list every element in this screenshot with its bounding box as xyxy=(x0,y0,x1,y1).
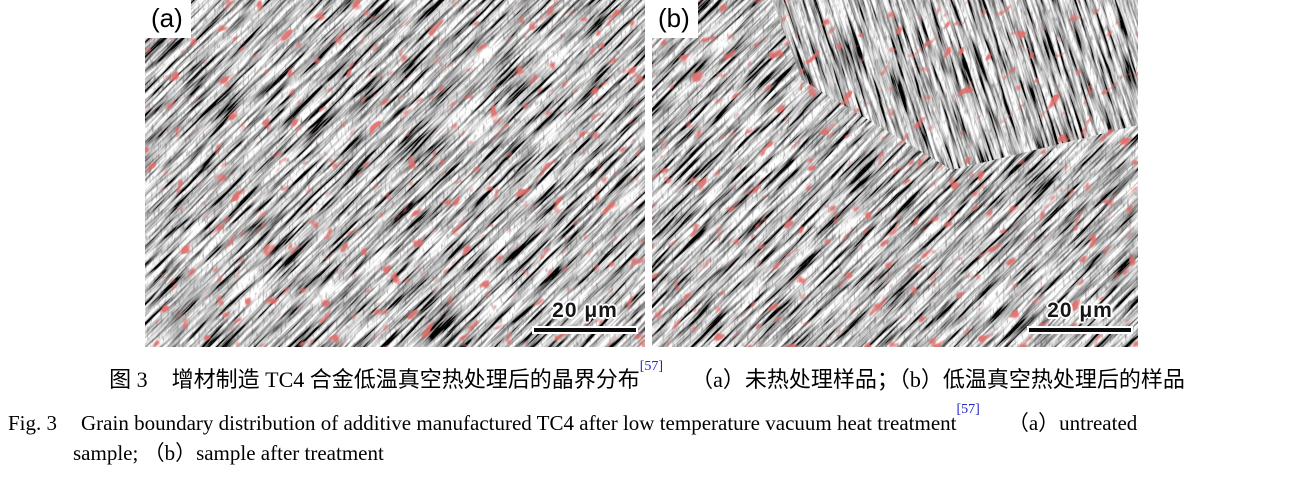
caption-title-cn: 增材制造 TC4 合金低温真空热处理后的晶界分布 xyxy=(171,367,640,392)
scale-bar-b: 20 μm xyxy=(1027,299,1133,334)
panel-label-b: (b) xyxy=(652,0,698,38)
subcaption-en-part1: （a）untreated xyxy=(1007,411,1138,435)
micrograph-texture-a xyxy=(145,0,645,347)
fig-number-cn: 图 3 xyxy=(109,367,148,392)
micrograph-panel-a: (a) 20 μm xyxy=(145,0,645,347)
caption-title-en: Grain boundary distribution of additive … xyxy=(81,411,957,435)
figure-captions: 图 3 增材制造 TC4 合金低温真空热处理后的晶界分布[57]（a）未热处理样品… xyxy=(0,359,1294,468)
reference-superscript-en: [57] xyxy=(956,402,980,417)
scale-bar-label-a: 20 μm xyxy=(552,299,618,322)
caption-english-line1: Fig. 3 Grain boundary distribution of add… xyxy=(0,403,1294,438)
scale-bar-label-b: 20 μm xyxy=(1047,299,1113,322)
caption-chinese: 图 3 增材制造 TC4 合金低温真空热处理后的晶界分布[57] （a）未热处理样品… xyxy=(0,359,1294,396)
micrograph-texture-b xyxy=(652,0,1138,347)
micrograph-panel-b: (b) 20 μm xyxy=(652,0,1138,347)
fig-number-en: Fig. 3 xyxy=(8,411,58,435)
scale-bar-line-a xyxy=(532,326,638,334)
scale-bar-a: 20 μm xyxy=(532,299,638,334)
reference-superscript-cn: [57] xyxy=(639,358,664,374)
subcaption-cn: （a）未热处理样品；（b）低温真空热处理后的样品 xyxy=(691,367,1185,392)
panel-label-a: (a) xyxy=(145,0,191,38)
subcaption-en-part2: sample; （b）sample after treatment xyxy=(73,441,384,465)
caption-english-line2: sample; （b）sample after treatment xyxy=(0,438,1294,468)
scale-bar-line-b xyxy=(1027,326,1133,334)
